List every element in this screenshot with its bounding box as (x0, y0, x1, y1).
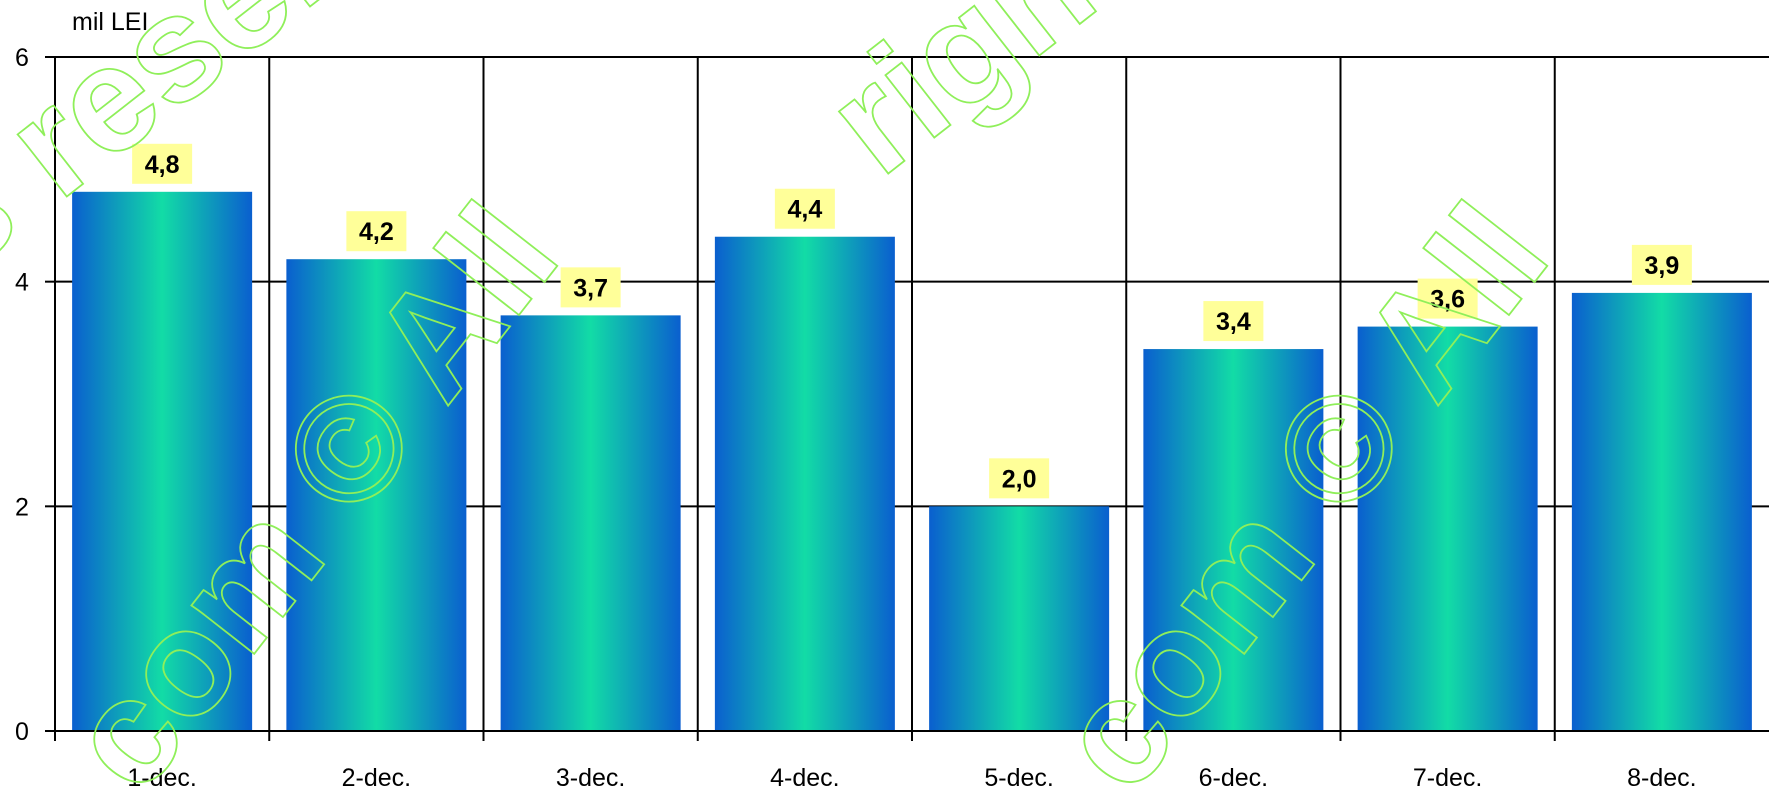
y-tick-label: 2 (15, 493, 29, 521)
x-tick-label: 4-dec. (770, 764, 839, 792)
bar (286, 259, 467, 731)
data-label: 2,0 (1002, 465, 1037, 493)
bar (1357, 326, 1538, 731)
data-label-background (989, 458, 1050, 499)
y-tick-label: 4 (15, 269, 29, 297)
data-label-background (560, 267, 621, 308)
data-label: 4,4 (787, 196, 822, 224)
bars (72, 191, 1752, 732)
bar (1143, 349, 1324, 731)
x-tick-label: 1-dec. (127, 764, 196, 792)
bar (72, 191, 253, 732)
bar (714, 236, 895, 731)
watermark-fragment: rights reser (796, 0, 1550, 205)
bar (929, 506, 1110, 731)
data-label-background (774, 188, 835, 229)
data-label: 4,2 (359, 218, 394, 246)
x-tick-label: 5-dec. (984, 764, 1053, 792)
data-label: 3,6 (1430, 286, 1465, 314)
data-label: 4,8 (145, 151, 180, 179)
axes (45, 56, 1769, 741)
data-label: 3,4 (1216, 308, 1251, 336)
x-tick-label: 3-dec. (556, 764, 625, 792)
data-label-background (132, 143, 193, 184)
data-label-background (1203, 301, 1264, 342)
data-label: 3,9 (1644, 252, 1679, 280)
x-tick-label: 8-dec. (1627, 764, 1696, 792)
y-axis-unit-label: mil LEI (72, 8, 148, 36)
x-tick-labels: 1-dec. 2-dec. 3-dec. 4-dec. 5-dec. 6-dec. 7-de… (127, 764, 1696, 792)
data-label: 3,7 (573, 274, 608, 302)
bar (500, 315, 681, 731)
y-tick-labels: 0 2 4 6 (15, 44, 29, 746)
y-tick-label: 0 (15, 718, 29, 746)
x-tick-label: 7-dec. (1413, 764, 1482, 792)
x-tick-label: 6-dec. (1199, 764, 1268, 792)
y-tick-label: 6 (15, 44, 29, 72)
data-label-background (346, 211, 407, 252)
bar (1571, 292, 1752, 731)
data-label-background (1631, 244, 1692, 285)
data-label-background (1417, 278, 1478, 319)
x-tick-label: 2-dec. (342, 764, 411, 792)
data-labels: 4,8 4,2 3,7 4,4 2,0 3,4 3,6 3,9 (132, 143, 1692, 499)
